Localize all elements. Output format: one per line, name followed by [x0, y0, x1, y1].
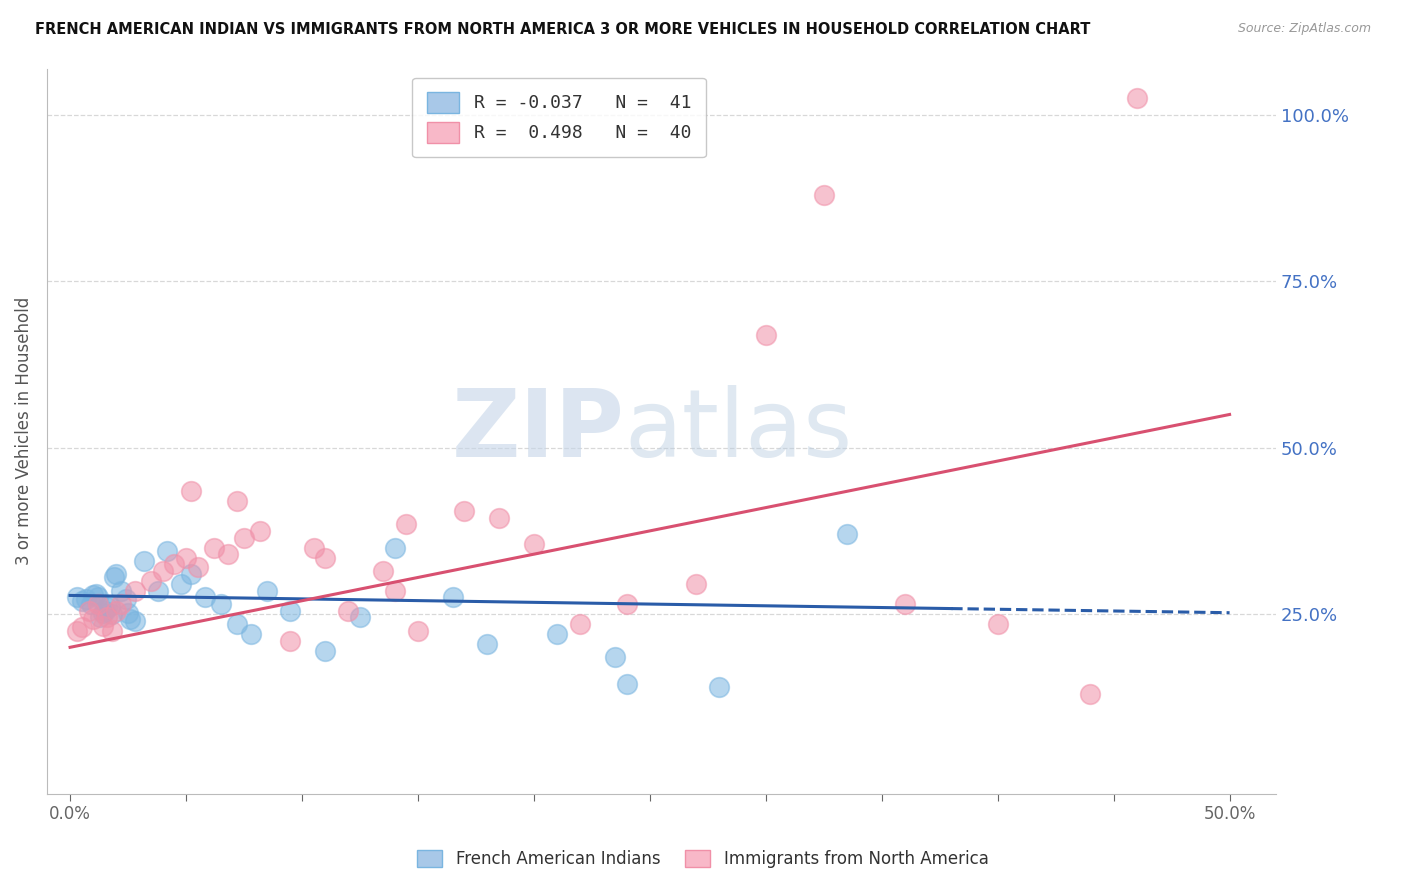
Point	[709, 680, 731, 694]
Point	[395, 517, 418, 532]
Point	[813, 188, 835, 202]
Point	[187, 560, 209, 574]
Point	[226, 617, 249, 632]
Point	[80, 597, 103, 611]
Point	[249, 524, 271, 538]
Legend: R = -0.037   N =  41, R =  0.498   N =  40: R = -0.037 N = 41, R = 0.498 N = 40	[412, 78, 706, 157]
Point	[117, 606, 139, 620]
Point	[89, 610, 111, 624]
Point	[488, 510, 510, 524]
Point	[96, 610, 118, 624]
Point	[233, 531, 256, 545]
Point	[94, 604, 117, 618]
Point	[987, 617, 1010, 632]
Point	[314, 550, 336, 565]
Text: FRENCH AMERICAN INDIAN VS IMMIGRANTS FROM NORTH AMERICA 3 OR MORE VEHICLES IN HO: FRENCH AMERICAN INDIAN VS IMMIGRANTS FRO…	[35, 22, 1091, 37]
Point	[66, 591, 89, 605]
Text: Source: ZipAtlas.com: Source: ZipAtlas.com	[1237, 22, 1371, 36]
Text: atlas: atlas	[624, 385, 853, 477]
Point	[82, 589, 104, 603]
Y-axis label: 3 or more Vehicles in Household: 3 or more Vehicles in Household	[15, 297, 32, 566]
Point	[453, 504, 475, 518]
Point	[105, 604, 128, 618]
Point	[616, 597, 638, 611]
Point	[163, 557, 186, 571]
Point	[101, 607, 124, 621]
Point	[141, 574, 163, 588]
Point	[91, 619, 114, 633]
Point	[603, 650, 626, 665]
Point	[87, 591, 110, 605]
Point	[75, 592, 97, 607]
Point	[77, 604, 100, 618]
Point	[302, 541, 325, 555]
Point	[87, 597, 110, 611]
Point	[148, 583, 170, 598]
Point	[156, 544, 179, 558]
Text: ZIP: ZIP	[451, 385, 624, 477]
Point	[1080, 687, 1102, 701]
Point	[373, 564, 395, 578]
Point	[894, 597, 917, 611]
Point	[124, 583, 146, 598]
Point	[66, 624, 89, 638]
Point	[685, 577, 707, 591]
Point	[103, 570, 125, 584]
Point	[835, 527, 858, 541]
Point	[124, 614, 146, 628]
Point	[98, 599, 121, 613]
Point	[70, 593, 93, 607]
Point	[110, 597, 132, 611]
Point	[441, 591, 464, 605]
Point	[280, 633, 302, 648]
Point	[477, 637, 499, 651]
Point	[239, 627, 262, 641]
Point	[152, 564, 174, 578]
Legend: French American Indians, Immigrants from North America: French American Indians, Immigrants from…	[411, 843, 995, 875]
Point	[1126, 91, 1149, 105]
Point	[209, 597, 232, 611]
Point	[82, 612, 104, 626]
Point	[217, 547, 239, 561]
Point	[174, 550, 197, 565]
Point	[91, 606, 114, 620]
Point	[406, 624, 429, 638]
Point	[226, 494, 249, 508]
Point	[384, 583, 406, 598]
Point	[120, 612, 142, 626]
Point	[70, 620, 93, 634]
Point	[110, 583, 132, 598]
Point	[755, 327, 778, 342]
Point	[337, 604, 360, 618]
Point	[180, 483, 202, 498]
Point	[314, 643, 336, 657]
Point	[101, 624, 124, 638]
Point	[194, 591, 217, 605]
Point	[134, 554, 156, 568]
Point	[546, 627, 568, 641]
Point	[569, 617, 592, 632]
Point	[384, 541, 406, 555]
Point	[105, 567, 128, 582]
Point	[349, 610, 371, 624]
Point	[114, 591, 136, 606]
Point	[96, 600, 118, 615]
Point	[616, 677, 638, 691]
Point	[523, 537, 546, 551]
Point	[180, 567, 202, 582]
Point	[256, 583, 278, 598]
Point	[170, 577, 193, 591]
Point	[202, 541, 225, 555]
Point	[280, 604, 302, 618]
Point	[84, 587, 107, 601]
